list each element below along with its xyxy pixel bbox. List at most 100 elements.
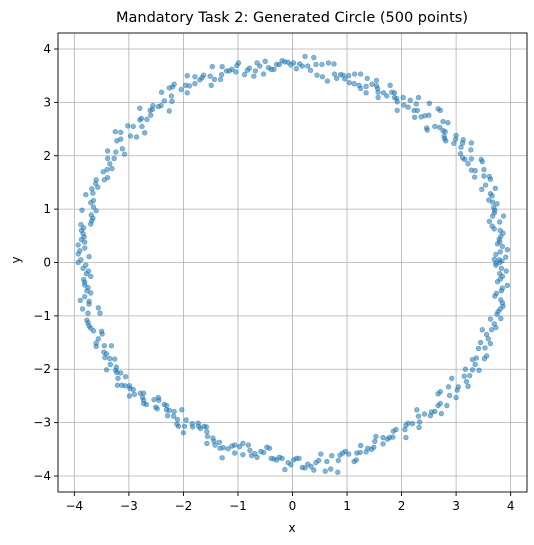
scatter-point — [432, 123, 438, 130]
y-tick-label: 1 — [43, 202, 51, 216]
scatter-point — [83, 192, 89, 198]
scatter-point — [331, 61, 337, 67]
scatter-point — [483, 331, 490, 338]
scatter-point — [204, 428, 210, 435]
scatter-point — [491, 321, 497, 327]
scatter-point — [296, 61, 303, 67]
scatter-point — [118, 129, 124, 135]
scatter-point — [380, 90, 387, 96]
scatter-point — [211, 76, 218, 83]
scatter-point — [282, 466, 288, 473]
scatter-point — [390, 434, 396, 440]
x-tick-label: 4 — [507, 499, 515, 513]
scatter-point — [109, 165, 115, 172]
scatter-point — [233, 69, 239, 75]
scatter-point — [86, 253, 92, 260]
y-tick-label: 2 — [43, 149, 51, 163]
scatter-point — [240, 451, 246, 458]
scatter-point — [260, 71, 267, 77]
scatter-point — [137, 117, 143, 123]
scatter-point — [307, 67, 314, 74]
scatter-point — [351, 71, 358, 77]
scatter-point — [125, 123, 131, 129]
scatter-point — [197, 77, 203, 83]
scatter-point — [337, 71, 344, 78]
scatter-point — [364, 75, 370, 82]
scatter-point — [489, 223, 495, 229]
scatter-point — [416, 419, 423, 425]
scatter-point — [114, 138, 120, 144]
scatter-point — [75, 251, 81, 257]
scatter-point — [369, 81, 375, 87]
y-tick-label: −1 — [33, 309, 51, 323]
scatter-point — [88, 290, 94, 296]
scatter-point — [166, 407, 172, 414]
scatter-point — [329, 453, 335, 459]
scatter-point — [444, 402, 450, 409]
scatter-point — [127, 133, 134, 139]
scatter-point — [104, 155, 111, 162]
scatter-point — [97, 310, 103, 316]
scatter-point — [409, 420, 416, 427]
scatter-point — [499, 258, 505, 264]
scatter-point — [473, 355, 479, 361]
scatter-point — [296, 455, 302, 462]
scatter-point — [438, 410, 445, 417]
scatter-point — [101, 177, 108, 183]
scatter-point — [460, 137, 466, 143]
scatter-point — [468, 140, 475, 146]
y-tick-label: −3 — [33, 416, 51, 430]
scatter-point — [314, 72, 320, 78]
scatter-point — [463, 378, 470, 385]
scatter-point — [497, 271, 503, 277]
scatter-point — [353, 457, 360, 463]
scatter-point — [311, 54, 317, 61]
scatter-point — [465, 161, 471, 167]
scatter-point — [219, 63, 225, 70]
scatter-point — [104, 148, 111, 154]
scatter-point — [166, 85, 172, 91]
scatter-point — [240, 440, 246, 447]
y-tick-label: 0 — [43, 256, 51, 270]
scatter-point — [130, 386, 136, 393]
scatter-point — [102, 354, 108, 361]
scatter-point — [357, 449, 363, 456]
scatter-point — [311, 467, 317, 473]
scatter-point — [262, 58, 268, 64]
x-tick-label: −1 — [229, 499, 247, 513]
scatter-point — [254, 454, 260, 461]
scatter-point — [486, 218, 493, 225]
scatter-point — [77, 297, 84, 304]
scatter-point — [252, 68, 259, 74]
scatter-point — [80, 265, 86, 272]
scatter-point — [93, 208, 99, 214]
tick-marks-and-labels: −4 −3 −2 −1 0 1 2 3 4 −4 −3 −2 −1 0 1 2 3 4 — [33, 42, 514, 513]
x-tick-label: 1 — [343, 499, 351, 513]
scatter-point — [181, 423, 188, 430]
scatter-point — [457, 150, 464, 157]
scatter-point — [497, 249, 503, 255]
scatter-point — [461, 373, 467, 379]
scatter-point — [413, 101, 419, 107]
scatter-point — [481, 173, 487, 179]
scatter-point — [231, 442, 238, 448]
scatter-point — [95, 184, 101, 190]
scatter-point — [112, 356, 118, 362]
scatter-point — [469, 367, 476, 373]
scatter-point — [234, 62, 240, 69]
scatter-point — [416, 424, 422, 431]
scatter-point — [305, 63, 311, 69]
scatter-point — [241, 71, 248, 78]
scatter-point — [437, 400, 443, 407]
scatter-point — [345, 451, 352, 457]
scatter-point — [225, 446, 231, 452]
scatter-point — [90, 328, 97, 334]
y-tick-label: −4 — [33, 469, 51, 483]
scatter-point — [426, 100, 433, 107]
scatter-point — [218, 71, 225, 78]
x-axis-label: x — [288, 521, 295, 535]
scatter-point — [130, 123, 136, 130]
scatter-point — [488, 327, 495, 333]
scatter-point — [113, 149, 119, 155]
scatter-point — [288, 462, 294, 468]
